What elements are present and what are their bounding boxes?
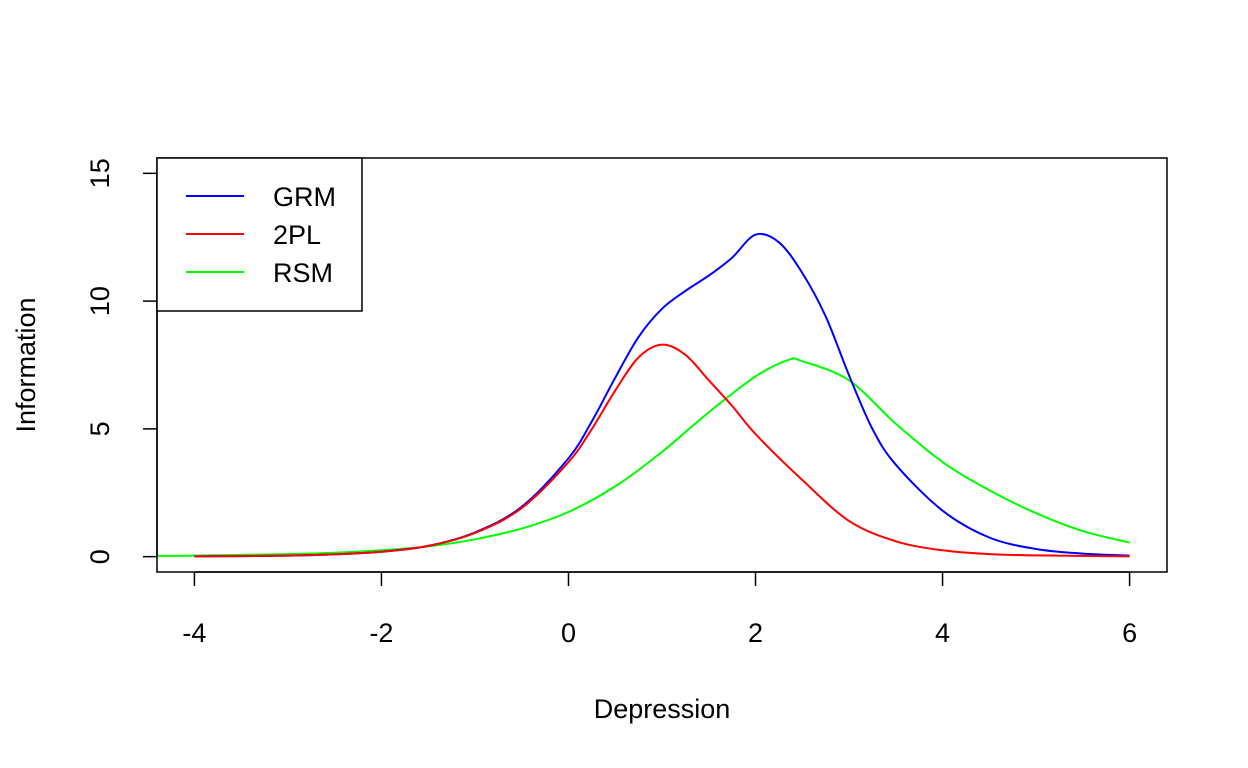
series-layer (157, 232, 1130, 558)
x-axis-title: Depression (594, 694, 731, 724)
y-axis-title: Information (11, 297, 41, 432)
legend: GRM 2PL RSM (156, 157, 363, 312)
x-tick-label: 0 (561, 618, 576, 648)
legend-label-grm: GRM (273, 182, 336, 212)
x-tick-label: -2 (369, 618, 393, 648)
legend-label-2pl: 2PL (273, 220, 321, 250)
series-line-rsm (157, 357, 1130, 557)
y-tick-label: 15 (85, 158, 115, 188)
legend-label-rsm: RSM (273, 258, 333, 288)
x-tick-label: 6 (1122, 618, 1137, 648)
x-tick-label: -4 (182, 618, 206, 648)
y-tick-label: 0 (85, 549, 115, 564)
x-tick-label: 2 (748, 618, 763, 648)
y-tick-label: 10 (85, 286, 115, 316)
series-line-2pl (194, 343, 1130, 558)
x-tick-label: 4 (935, 618, 950, 648)
x-axis: -4 -2 0 2 4 6 (182, 571, 1137, 648)
y-tick-label: 5 (85, 421, 115, 436)
